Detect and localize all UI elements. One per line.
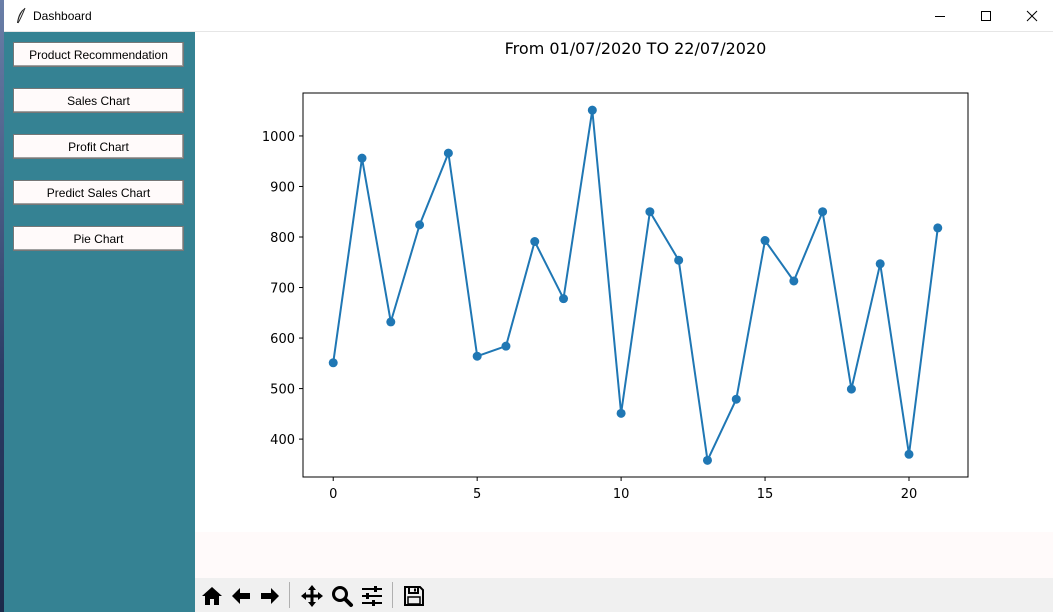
profit-chart-button[interactable]: Profit Chart (13, 134, 184, 159)
data-point (731, 394, 741, 404)
y-tick-label: 800 (270, 231, 295, 246)
zoom-button[interactable] (328, 581, 355, 610)
configure-subplots-button[interactable] (358, 581, 385, 610)
pan-button[interactable] (298, 581, 325, 610)
data-point (933, 223, 943, 233)
save-button[interactable] (400, 581, 427, 610)
y-tick-label: 400 (270, 433, 295, 448)
canvas-padding (195, 532, 1053, 578)
minimize-icon (935, 16, 945, 17)
data-point (530, 237, 540, 247)
data-point (501, 341, 511, 351)
x-tick-label: 5 (473, 487, 481, 502)
x-tick-label: 20 (901, 487, 918, 502)
close-icon (1026, 10, 1038, 22)
y-tick-label: 1000 (262, 130, 295, 145)
data-point (645, 207, 655, 217)
data-point (472, 351, 482, 361)
configure-subplots-icon (361, 585, 382, 606)
chart-canvas[interactable]: From 01/07/2020 TO 22/07/2020 400 500 600 70… (195, 32, 1053, 532)
data-point (760, 236, 770, 246)
data-point (702, 455, 712, 465)
data-point (415, 220, 425, 230)
line-chart: From 01/07/2020 TO 22/07/2020 400 500 600 70… (262, 39, 969, 502)
axes-frame (302, 92, 969, 478)
data-point (328, 358, 338, 368)
data-point (587, 105, 597, 115)
forward-button[interactable] (256, 581, 283, 610)
data-point (904, 449, 914, 459)
pan-icon (300, 584, 323, 607)
home-button[interactable] (198, 581, 225, 610)
data-point (674, 255, 684, 265)
data-point (818, 207, 828, 217)
sidebar: Product Recommendation Sales Chart Profi… (4, 32, 195, 612)
feather-icon (17, 7, 26, 24)
pie-chart-button[interactable]: Pie Chart (13, 226, 184, 251)
product-recommendation-button[interactable]: Product Recommendation (13, 42, 184, 67)
y-tick-label: 600 (270, 332, 295, 347)
maximize-button[interactable] (963, 0, 1009, 32)
data-point (559, 294, 569, 304)
title-bar: Dashboard (4, 0, 1053, 32)
back-button[interactable] (227, 581, 254, 610)
data-point (875, 259, 885, 269)
close-button[interactable] (1009, 0, 1053, 32)
y-tick-label: 700 (270, 282, 295, 297)
data-point (789, 276, 799, 286)
home-icon (201, 586, 222, 605)
data-point (386, 317, 396, 327)
data-point (357, 153, 367, 163)
toolbar-separator (289, 582, 290, 608)
save-icon (403, 585, 424, 606)
predict-sales-chart-button[interactable]: Predict Sales Chart (13, 180, 184, 205)
window-title: Dashboard (33, 9, 92, 23)
y-tick-label: 500 (270, 383, 295, 398)
zoom-icon (331, 585, 353, 607)
y-tick-label: 900 (270, 180, 295, 195)
toolbar-separator (392, 582, 393, 608)
data-point (443, 148, 453, 158)
x-tick-label: 0 (329, 487, 337, 502)
chart-title: From 01/07/2020 TO 22/07/2020 (505, 39, 767, 58)
x-tick-label: 10 (613, 487, 630, 502)
maximize-icon (981, 11, 991, 21)
desktop-background (0, 0, 4, 612)
sales-chart-button[interactable]: Sales Chart (13, 88, 184, 113)
x-tick-label: 15 (757, 487, 774, 502)
navigation-toolbar (195, 578, 1053, 612)
back-arrow-icon (231, 587, 250, 604)
forward-arrow-icon (260, 587, 279, 604)
data-point (846, 384, 856, 394)
series-line (332, 109, 939, 462)
data-point (616, 408, 626, 418)
minimize-button[interactable] (917, 0, 963, 32)
